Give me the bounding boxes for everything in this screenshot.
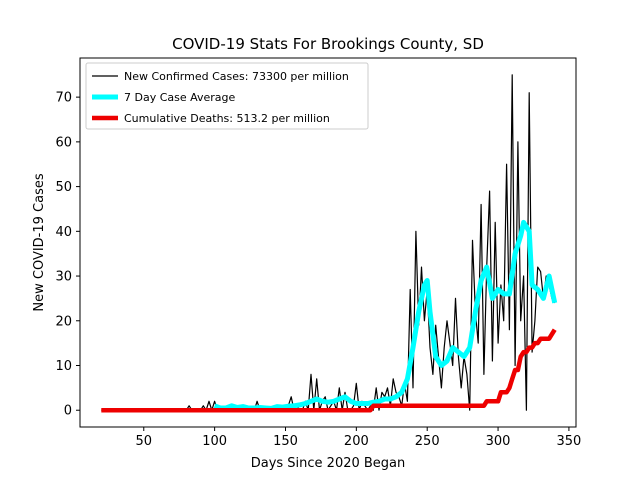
- y-tick-label: 50: [55, 180, 72, 195]
- plot-frame: [79, 57, 577, 428]
- plot-area: [101, 74, 558, 413]
- legend-box: [85, 62, 369, 130]
- x-tick-label: 350: [557, 434, 582, 449]
- y-tick-label: 10: [55, 359, 72, 374]
- y-tick-label: 30: [55, 270, 72, 285]
- y-tick-label: 0: [64, 404, 72, 419]
- y-tick-label: 20: [55, 314, 72, 329]
- series-line-1: [213, 219, 558, 411]
- y-tick-label: 40: [55, 225, 72, 240]
- x-tick-label: 100: [202, 434, 227, 449]
- x-axis: 50 100 150 200 250 300 350: [135, 427, 581, 449]
- series-line-2: [101, 328, 557, 413]
- x-tick-label: 300: [486, 434, 511, 449]
- x-tick-label: 200: [344, 434, 369, 449]
- legend-label-new-cases: New Confirmed Cases: 73300 per million: [124, 70, 349, 83]
- y-tick-label: 70: [55, 91, 72, 106]
- y-tick-label: 60: [55, 135, 72, 150]
- y-axis-label: New COVID-19 Cases: [32, 173, 47, 311]
- legend-label-7-day-average: 7 Day Case Average: [124, 91, 236, 104]
- chart-title: COVID-19 Stats For Brookings County, SD: [172, 35, 484, 53]
- x-axis-label: Days Since 2020 Began: [251, 456, 406, 471]
- x-tick-label: 150: [273, 434, 298, 449]
- legend-label-cumulative-deaths: Cumulative Deaths: 513.2 per million: [124, 112, 330, 125]
- x-tick-label: 250: [415, 434, 440, 449]
- y-axis: 0 10 20 30 40 50 60 70: [55, 91, 80, 419]
- x-tick-label: 50: [135, 434, 152, 449]
- legend: New Confirmed Cases: 73300 per million 7…: [85, 62, 369, 130]
